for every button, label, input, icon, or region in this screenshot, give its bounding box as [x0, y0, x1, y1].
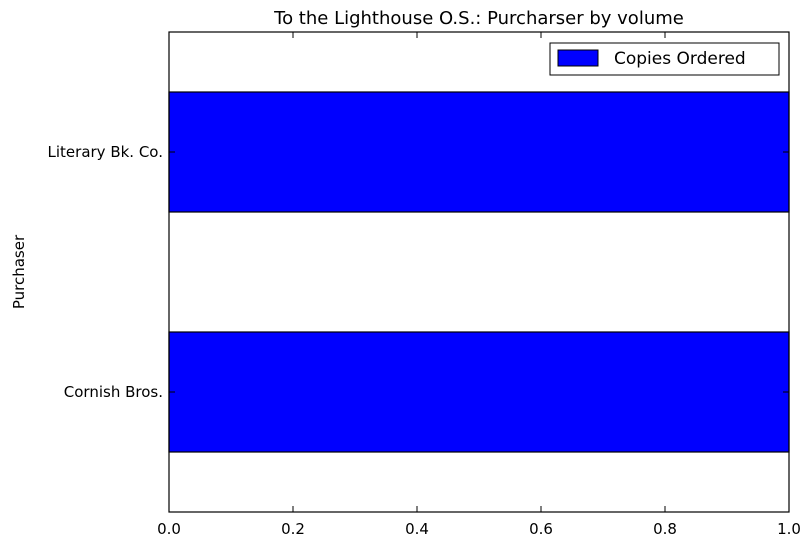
y-tick-label-1: Cornish Bros. — [64, 383, 163, 401]
plot-frame — [168, 31, 790, 513]
x-tick-label-5: 1.0 — [777, 520, 801, 538]
x-ticks-layer: 0.0 0.2 0.4 0.6 0.8 1.0 — [157, 32, 801, 538]
legend-swatch-copies-ordered — [557, 49, 599, 67]
y-ticks-layer: Literary Bk. Co. Cornish Bros. — [48, 143, 789, 401]
x-tick-label-1: 0.2 — [281, 520, 305, 538]
legend: Copies Ordered — [549, 42, 780, 76]
x-tick-label-0: 0.0 — [157, 520, 181, 538]
bar-1 — [168, 331, 790, 453]
chart-title: To the Lighthouse O.S.: Purcharser by vo… — [273, 8, 684, 29]
bars-layer — [168, 91, 790, 453]
legend-label-copies-ordered: Copies Ordered — [614, 49, 746, 69]
x-tick-label-2: 0.4 — [405, 520, 429, 538]
x-tick-label-3: 0.6 — [529, 520, 553, 538]
y-tick-label-0: Literary Bk. Co. — [48, 143, 163, 161]
y-axis-title: Purchaser — [10, 234, 28, 309]
bar-0 — [168, 91, 790, 213]
x-tick-label-4: 0.8 — [653, 520, 677, 538]
